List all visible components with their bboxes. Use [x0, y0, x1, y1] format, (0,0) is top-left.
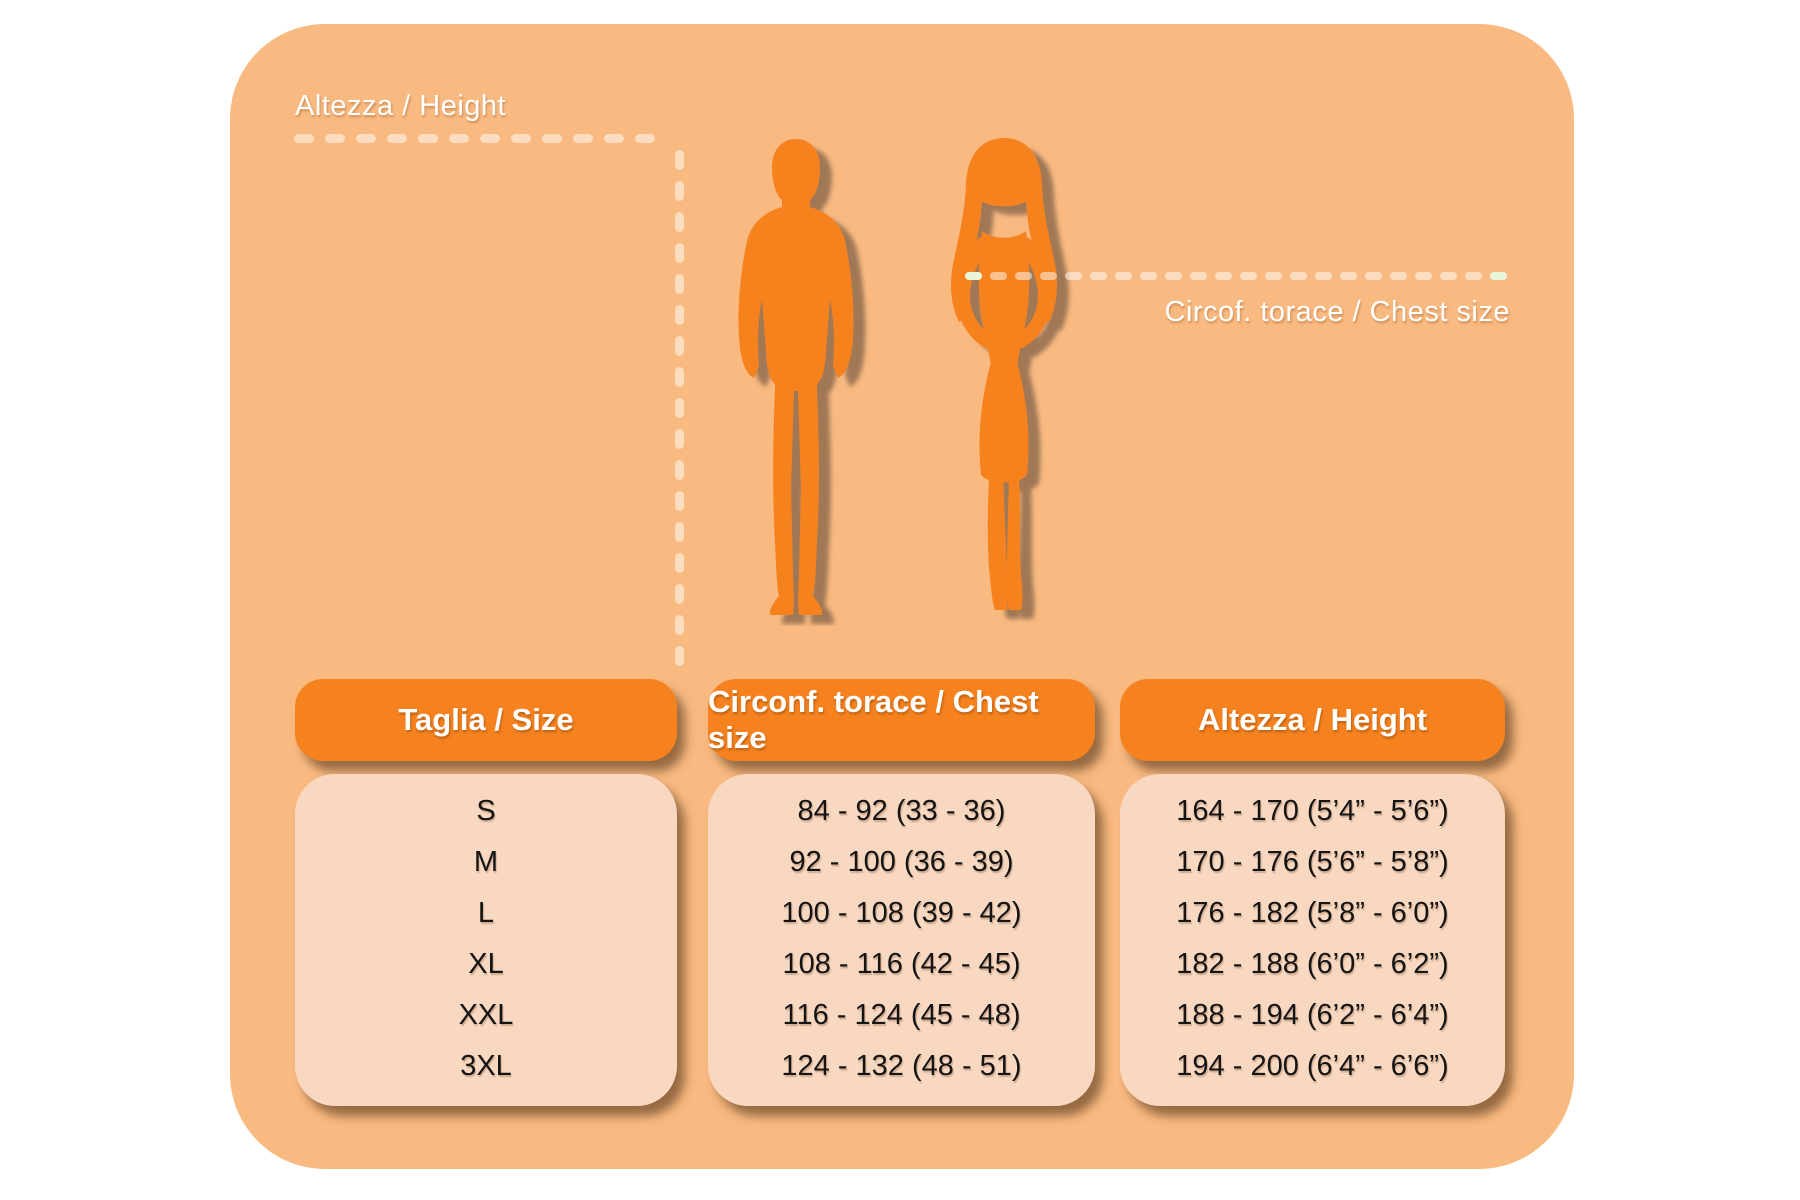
cell-chest: 100 - 108 (39 - 42) [781, 897, 1022, 929]
cell-size: XXL [458, 999, 514, 1031]
cell-height: 182 - 188 (6’0” - 6’2”) [1176, 948, 1449, 980]
cell-height: 194 - 200 (6’4” - 6’6”) [1176, 1050, 1449, 1082]
panel-size: S M L XL XXL 3XL [295, 774, 677, 1106]
cell-chest: 124 - 132 (48 - 51) [781, 1050, 1022, 1082]
column-chest: Circonf. torace / Chest size 84 - 92 (33… [708, 679, 1095, 1106]
header-chest: Circonf. torace / Chest size [708, 679, 1095, 761]
cell-size: 3XL [460, 1050, 512, 1082]
size-guide-card: Altezza / Height [230, 24, 1574, 1169]
height-annotation-label: Altezza / Height [295, 90, 507, 122]
cell-size: M [473, 846, 499, 878]
cell-height: 164 - 170 (5’4” - 5’6”) [1176, 795, 1449, 827]
panel-chest: 84 - 92 (33 - 36) 92 - 100 (36 - 39) 100… [708, 774, 1095, 1106]
height-dashed-line-horizontal [294, 134, 682, 143]
cell-chest: 84 - 92 (33 - 36) [797, 795, 1006, 827]
cell-size: XL [468, 948, 504, 980]
chest-dashed-line [965, 272, 1511, 280]
column-height: Altezza / Height 164 - 170 (5’4” - 5’6”)… [1120, 679, 1505, 1106]
chest-annotation-label: Circof. torace / Chest size [1164, 296, 1510, 328]
cell-height: 170 - 176 (5’6” - 5’8”) [1176, 846, 1449, 878]
man-silhouette [738, 139, 854, 615]
cell-height: 188 - 194 (6’2” - 6’4”) [1176, 999, 1449, 1031]
cell-chest: 108 - 116 (42 - 45) [782, 948, 1021, 980]
panel-height: 164 - 170 (5’4” - 5’6”) 170 - 176 (5’6” … [1120, 774, 1505, 1106]
header-size: Taglia / Size [295, 679, 677, 761]
cell-height: 176 - 182 (5’8” - 6’0”) [1176, 897, 1449, 929]
header-height: Altezza / Height [1120, 679, 1505, 761]
column-size: Taglia / Size S M L XL XXL 3XL [295, 679, 677, 1106]
cell-size: S [476, 795, 496, 827]
cell-chest: 116 - 124 (45 - 48) [782, 999, 1021, 1031]
cell-size: L [477, 897, 495, 929]
woman-silhouette [951, 138, 1057, 610]
height-dashed-line-vertical [675, 150, 684, 668]
cell-chest: 92 - 100 (36 - 39) [789, 846, 1014, 878]
